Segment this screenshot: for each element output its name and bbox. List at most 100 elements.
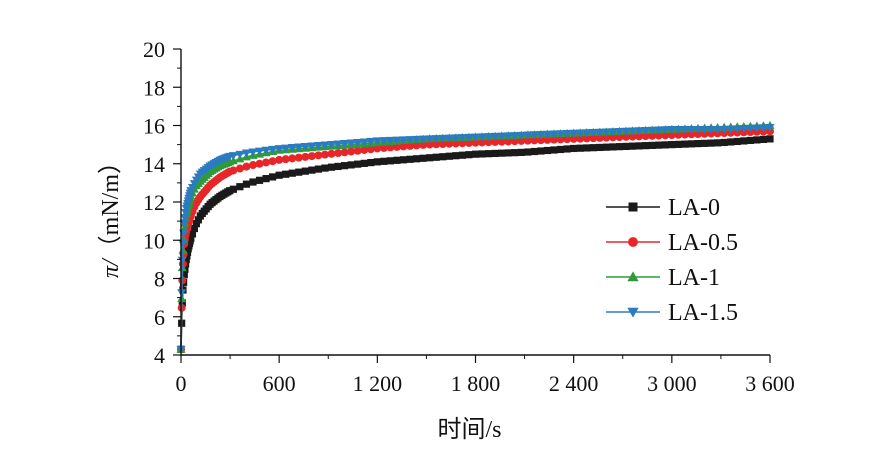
data-point <box>694 140 702 148</box>
data-point <box>346 139 356 148</box>
data-point <box>654 131 663 140</box>
data-point <box>241 149 251 158</box>
data-point <box>484 133 494 141</box>
data-point <box>648 131 657 140</box>
data-point <box>275 171 283 179</box>
data-point <box>661 131 670 140</box>
data-point <box>583 144 591 152</box>
data-point <box>313 142 323 150</box>
series-LA-0 <box>177 135 774 353</box>
y-tick-label: 6 <box>154 305 165 330</box>
data-point <box>497 137 506 146</box>
legend: LA-0 LA-0.5 LA-1 LA-1.5 <box>606 195 738 326</box>
legend-label: LA-0.5 <box>668 230 738 256</box>
data-point <box>582 129 592 138</box>
y-axis-symbol: π/ <box>98 257 124 278</box>
data-point <box>693 125 703 134</box>
data-point <box>294 153 303 162</box>
legend-marker <box>628 202 638 212</box>
data-point <box>281 144 291 153</box>
data-point <box>655 141 663 149</box>
data-point <box>523 136 532 145</box>
data-point <box>412 141 421 150</box>
data-point <box>615 143 624 151</box>
data-point <box>359 138 369 147</box>
data-point <box>707 139 715 147</box>
data-point <box>425 140 434 149</box>
data-point <box>262 158 271 167</box>
data-point <box>549 130 559 139</box>
data-point <box>536 131 546 139</box>
data-point <box>595 133 604 142</box>
data-point <box>340 148 349 157</box>
y-tick-label: 4 <box>154 343 165 368</box>
data-point <box>529 131 539 140</box>
data-point <box>471 138 480 147</box>
data-point <box>635 142 643 150</box>
y-tick-label: 18 <box>143 75 165 100</box>
data-point <box>372 137 382 146</box>
data-point <box>366 145 375 154</box>
data-point <box>392 142 401 151</box>
data-point <box>458 151 467 159</box>
data-point <box>766 135 774 143</box>
data-point <box>563 135 572 144</box>
legend-item-LA-0: LA-0 <box>606 195 720 221</box>
data-point <box>510 137 519 146</box>
data-point <box>726 125 736 134</box>
data-point <box>562 130 572 138</box>
legend-label: LA-0 <box>668 195 720 221</box>
x-tick-label: 1 800 <box>451 371 501 396</box>
data-point <box>622 142 630 151</box>
data-point <box>641 126 651 135</box>
data-point <box>648 141 656 149</box>
data-point <box>275 155 284 164</box>
data-point <box>419 154 427 162</box>
data-point <box>622 132 631 141</box>
data-point <box>418 135 428 144</box>
data-point <box>307 152 316 161</box>
data-point <box>445 152 453 160</box>
data-point <box>458 139 467 148</box>
data-point <box>660 126 670 135</box>
data-point <box>274 145 284 153</box>
data-point <box>314 165 323 173</box>
data-point <box>700 125 710 134</box>
data-point <box>181 208 191 217</box>
data-point <box>327 163 336 171</box>
data-point <box>255 147 265 156</box>
data-point <box>497 132 507 141</box>
x-axis-title: 时间/s <box>437 416 501 443</box>
data-point <box>229 185 237 193</box>
data-point <box>412 135 422 144</box>
data-point <box>465 151 473 159</box>
data-point <box>432 140 441 149</box>
data-point <box>758 124 768 133</box>
data-point <box>307 142 317 151</box>
data-point <box>320 141 330 150</box>
data-point <box>255 159 264 168</box>
y-axis-unit: （mN/m） <box>98 150 124 259</box>
data-point <box>268 157 277 166</box>
data-point <box>451 139 460 148</box>
data-point <box>530 136 539 145</box>
data-point <box>249 178 257 186</box>
y-tick-label: 8 <box>154 267 165 292</box>
data-point <box>393 156 401 164</box>
data-point <box>556 145 565 154</box>
data-point <box>740 137 748 145</box>
data-point <box>452 152 460 160</box>
legend-label: LA-1 <box>668 265 720 291</box>
legend-marker <box>627 271 639 282</box>
y-tick-label: 10 <box>143 228 165 253</box>
data-point <box>621 127 631 136</box>
data-point <box>550 135 559 144</box>
data-point <box>300 143 310 151</box>
data-point <box>720 138 728 147</box>
data-point <box>405 136 415 145</box>
data-point <box>680 125 690 134</box>
data-point <box>681 140 689 148</box>
data-point <box>537 147 545 155</box>
data-point <box>674 140 682 148</box>
